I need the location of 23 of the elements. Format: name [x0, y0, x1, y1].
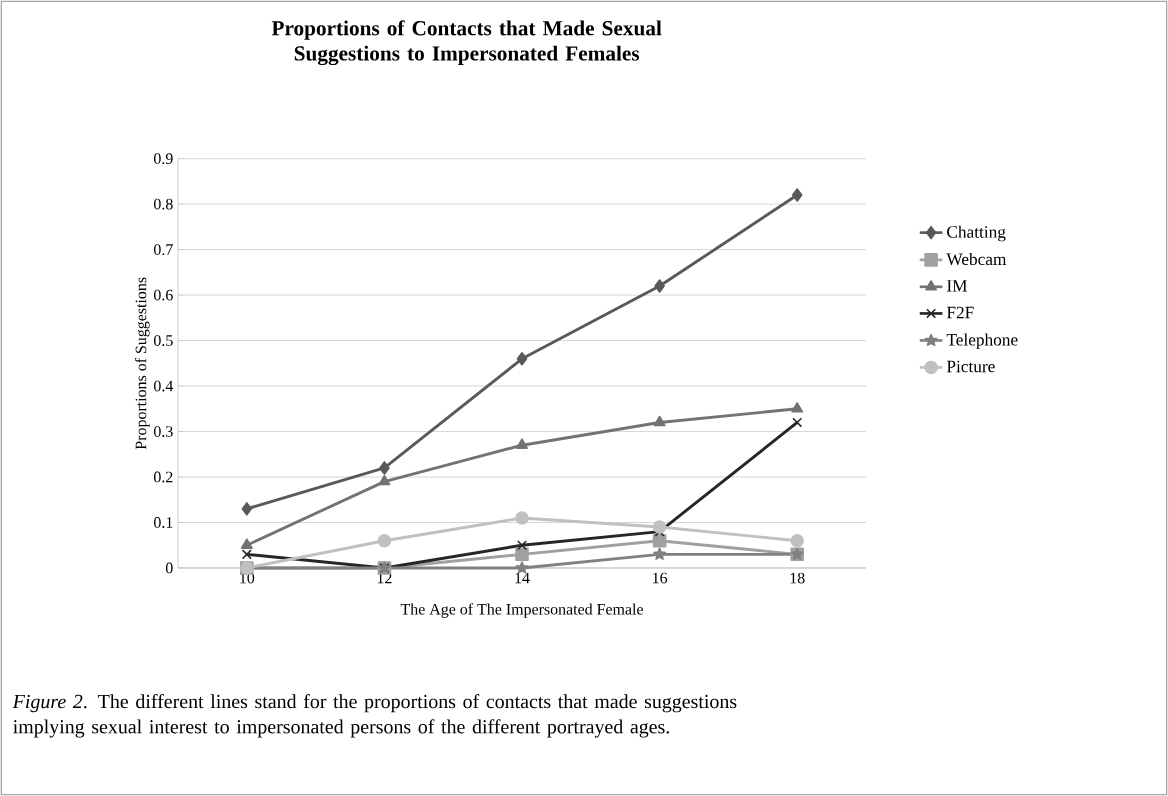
legend-label: Telephone: [946, 333, 1018, 350]
x-tick-label: 16: [653, 572, 668, 584]
legend-label: F2F: [946, 306, 974, 319]
y-tick-label: 0.4: [153, 380, 174, 392]
x-axis-title: The Age of The Impersonated Female: [400, 603, 643, 618]
y-tick-label: 0.7: [153, 244, 173, 256]
y-tick-label: 0.3: [153, 426, 173, 437]
x-tick-label: 18: [790, 572, 805, 584]
y-tick-label: 0.1: [153, 517, 173, 528]
chart-title: Proportions of Contacts that Made Sexual Suggestions to Impersonated Females: [271, 20, 662, 66]
y-tick-label: 0: [165, 562, 173, 574]
legend-label: Chatting: [947, 225, 1006, 242]
y-tick-label: 0.8: [153, 198, 173, 210]
x-tick-label: 14: [515, 572, 530, 584]
legend-label: Webcam: [946, 252, 1007, 266]
y-tick-label: 0.9: [153, 153, 173, 165]
y-tick-label: 0.5: [153, 335, 173, 346]
legend-label: IM: [947, 280, 968, 292]
text: Figure 2. The different lines stand for the proportions of contacts that made suggestions implying sexual interest to impersonated persons of the different portrayed ages.: [12, 694, 737, 738]
y-axis-title: Proportions of Suggestions: [134, 277, 150, 450]
y-tick-label: 0.2: [153, 471, 173, 483]
legend-label: Picture: [946, 360, 995, 373]
y-tick-label: 0.6: [153, 289, 173, 301]
